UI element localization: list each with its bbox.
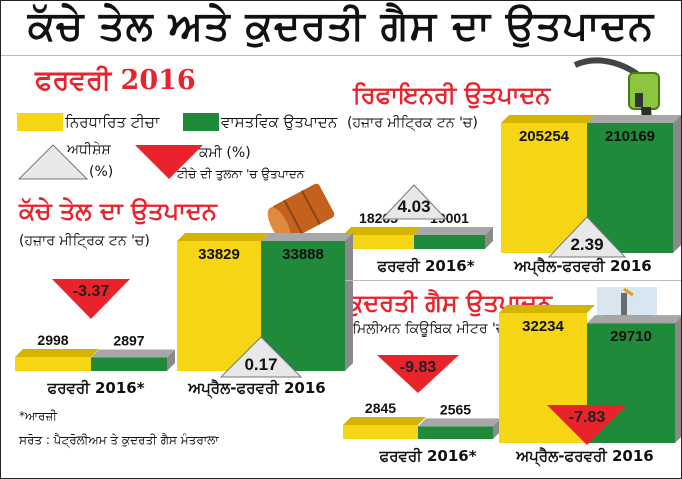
bar-target-top <box>177 233 269 241</box>
source-note: ਸਰੋਤ : ਪੈਟ੍ਰੋਲੀਅਮ ਤੇ ਕੁਦਰਤੀ ਗੈਸ ਮੰਤਰਾਲਾ <box>19 433 219 447</box>
refinery-period-month: ਫਰਵਰੀ 2016* <box>377 257 475 275</box>
bar-target <box>501 123 587 253</box>
legend-excess-label: ਅਧੀਸ਼ੇਸ਼ <box>67 142 111 158</box>
refinery-heading: ਰਿਫਾਇਨਰੀ ਉਤਪਾਦਨ <box>353 81 551 109</box>
crude-heading: ਕੱਚੇ ਤੇਲ ਦਾ ਉਤਪਾਦਨ <box>19 197 217 225</box>
shortfall-marker <box>547 405 627 445</box>
legend-excess-unit: (%) <box>89 164 114 180</box>
bar-actual-top <box>91 349 175 358</box>
change-label: 2.39 <box>570 235 603 254</box>
change-label: -7.83 <box>569 409 606 426</box>
legend-target-swatch <box>17 113 63 131</box>
shortfall-marker <box>377 355 459 393</box>
crude-period-ytd: ਅਪ੍ਰੈਲ-ਫਰਵਰੀ 2016 <box>188 379 326 397</box>
bar-actual-side <box>167 349 175 371</box>
data-label-actual: 210169 <box>605 128 655 145</box>
excess-marker <box>219 336 303 378</box>
legend-excess-marker <box>17 144 89 180</box>
gas-period-ytd: ਅਪ੍ਰੈਲ-ਫਰਵਰੀ 2016 <box>516 447 654 465</box>
gas-period-month: ਫਰਵਰੀ 2016* <box>379 447 477 465</box>
bar-actual-side <box>345 233 353 371</box>
footnote: *ਆਰਜ਼ੀ <box>19 409 57 423</box>
bar-actual-top <box>261 233 353 241</box>
data-label-target: 2845 <box>365 400 396 416</box>
change-label: -3.37 <box>73 283 110 300</box>
bar-actual <box>91 357 167 371</box>
data-label-target: 32234 <box>522 318 564 335</box>
bar-target <box>343 235 414 249</box>
bar-actual-top <box>587 115 681 123</box>
bar-actual-top <box>414 227 493 235</box>
data-label-actual: 2897 <box>113 332 144 348</box>
shortfall-marker <box>52 279 130 319</box>
bar-target-top <box>343 417 426 425</box>
legend-actual-label: ਵਾਸਤਵਿਕ ਉਤਪਾਦਨ <box>221 113 338 131</box>
legend-shortfall-label: ਕਮੀ (%) <box>199 145 251 161</box>
month-header: ਫਰਵਰੀ 2016 <box>35 65 196 96</box>
data-label-target: 33829 <box>198 246 240 263</box>
data-label-actual: 33888 <box>282 246 324 263</box>
legend-actual-swatch <box>183 113 219 131</box>
bar-target <box>15 357 91 371</box>
legend-target-label: ਨਿਰਧਾਰਿਤ ਟੀਚਾ <box>65 113 160 131</box>
bar-actual <box>418 426 493 439</box>
bar-target <box>177 241 261 371</box>
bar-target-top <box>343 227 422 235</box>
excess-marker <box>547 216 627 258</box>
bar-actual-side <box>675 317 681 443</box>
crude-period-month: ਫਰਵਰੀ 2016* <box>47 379 145 397</box>
bar-actual <box>587 123 673 253</box>
change-label: 0.17 <box>244 355 277 374</box>
change-label: 4.03 <box>397 197 430 216</box>
data-label-target: 205254 <box>519 128 570 145</box>
data-label-target: 2998 <box>37 332 68 348</box>
excess-marker <box>380 184 448 220</box>
bar-actual-side <box>485 227 493 249</box>
refinery-period-ytd: ਅਪ੍ਰੈਲ-ਫਰਵਰੀ 2016 <box>514 257 652 275</box>
bar-target <box>343 425 418 439</box>
bar-target-top <box>501 115 595 123</box>
bar-target-top <box>15 349 99 357</box>
title-rule <box>1 55 681 56</box>
legend-compare-note: ਟੀਚੇ ਦੀ ਤੁਲਨਾ 'ਚ ਉਤਪਾਦਨ <box>177 167 305 181</box>
bar-target-top <box>499 305 595 313</box>
page-title: ਕੱਚੇ ਤੇਲ ਅਤੇ ਕੁਦਰਤੀ ਗੈਸ ਦਾ ਉਤਪਾਦਨ <box>27 3 655 49</box>
refinery-unit: (ਹਜ਼ਾਰ ਮੀਟ੍ਰਿਕ ਟਨ 'ਚ) <box>347 115 478 131</box>
data-label-actual: 2565 <box>440 401 471 417</box>
bar-actual-side <box>673 115 681 253</box>
bar-actual-top <box>587 315 681 324</box>
change-label: -9.83 <box>400 359 437 376</box>
data-label-actual: 29710 <box>610 328 652 345</box>
bar-actual <box>414 235 485 249</box>
bar-actual <box>261 241 345 371</box>
bar-actual-top <box>418 418 501 427</box>
crude-unit: (ਹਜ਼ਾਰ ਮੀਟ੍ਰਿਕ ਟਨ 'ਚ) <box>19 233 150 249</box>
legend-shortfall-marker <box>135 145 203 179</box>
section-divider <box>345 280 681 281</box>
gas-unit: (ਮਿਲੀਅਨ ਕਿਊਬਿਕ ਮੀਟਰ 'ਚ) <box>347 321 511 337</box>
